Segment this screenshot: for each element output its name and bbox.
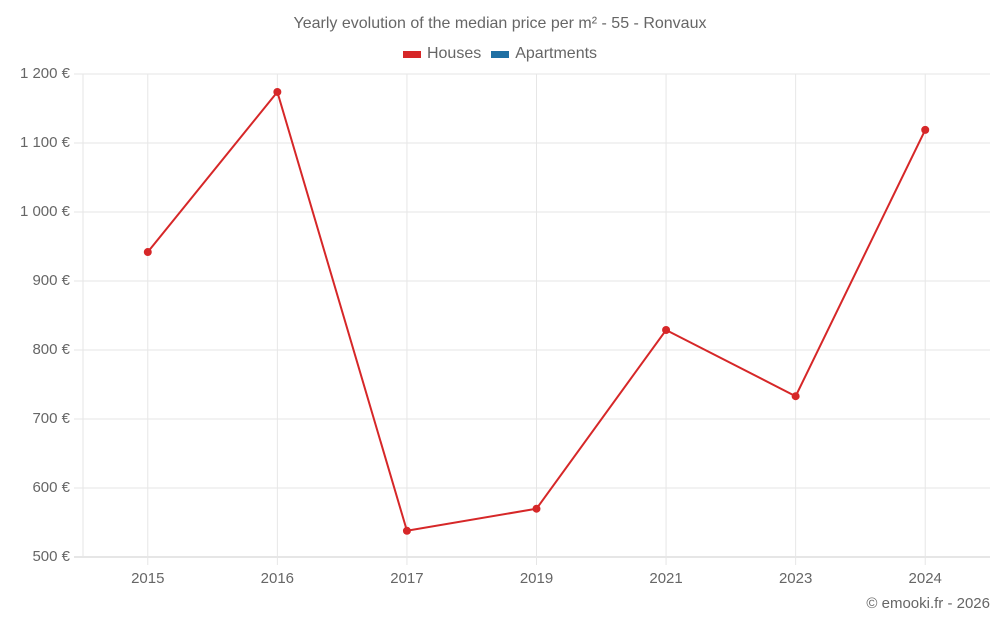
y-tick-label: 600 € (32, 479, 70, 496)
data-point[interactable] (402, 526, 411, 535)
chart-title: Yearly evolution of the median price per… (293, 15, 707, 32)
x-tick-label: 2021 (649, 570, 683, 587)
y-tick-label: 700 € (32, 410, 70, 427)
x-tick-label: 2019 (519, 570, 554, 587)
houses-series (143, 87, 930, 535)
credit: © emooki.fr - 2026 (866, 595, 990, 612)
x-tick-label: 2015 (131, 570, 165, 587)
y-tick-label: 500 € (32, 548, 70, 565)
data-point[interactable] (273, 87, 282, 96)
x-tick-label: 2023 (778, 570, 813, 587)
y-tick-label: 900 € (32, 272, 70, 289)
gridlines (74, 73, 990, 565)
legend-item-houses[interactable]: Houses (402, 45, 482, 63)
data-point[interactable] (532, 504, 541, 513)
y-tick-label: 1 100 € (19, 134, 70, 151)
x-tick-label: 2024 (908, 570, 942, 587)
houses-swatch-icon (402, 50, 421, 58)
legend-label-houses: Houses (426, 45, 482, 62)
data-point[interactable] (921, 125, 930, 134)
x-tick-label: 2017 (390, 570, 424, 587)
data-point[interactable] (791, 392, 800, 401)
legend: Houses Apartments (0, 45, 1000, 63)
data-point[interactable] (662, 325, 671, 334)
y-tick-label: 800 € (32, 341, 70, 358)
legend-item-apartments[interactable]: Apartments (491, 45, 597, 63)
apartments-swatch-icon (491, 50, 510, 58)
y-tick-label: 1 200 € (19, 65, 70, 82)
legend-label-apartments: Apartments (515, 45, 598, 62)
x-tick-label: 2016 (260, 570, 295, 587)
data-point[interactable] (143, 248, 152, 257)
y-tick-label: 1 000 € (19, 203, 70, 220)
